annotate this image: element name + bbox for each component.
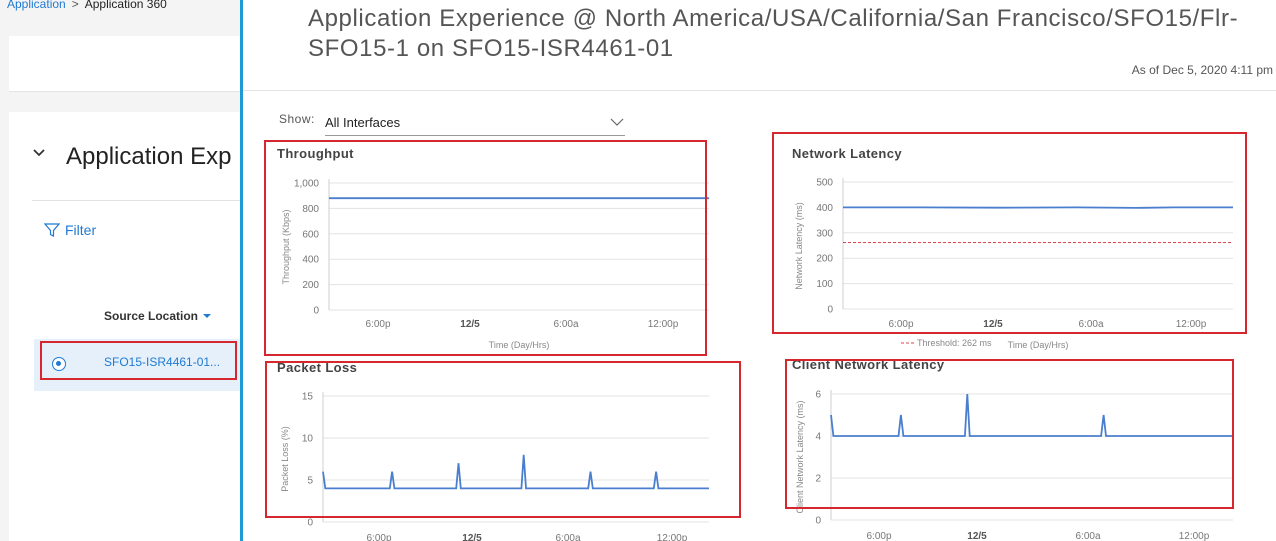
row-radio-button[interactable] [52, 357, 66, 371]
application-experience-panel: Application Experience @ North America/U… [240, 0, 1276, 541]
y-axis-label: Client Network Latency (ms) [795, 400, 805, 513]
source-location-link[interactable]: SFO15-ISR4461-01... [104, 355, 221, 369]
section-title: Application Exp [66, 143, 232, 170]
x-tick-label: 6:00p [888, 319, 913, 330]
client-network-latency-chart-title: Client Network Latency [792, 357, 945, 372]
series-line [843, 206, 1233, 209]
series-line [322, 454, 709, 490]
filter-button[interactable]: Filter [44, 222, 96, 238]
x-tick-label: 12:00p [1176, 319, 1207, 330]
panel-title-line-2: SFO15-1 on SFO15-ISR4461-01 [308, 35, 674, 62]
breadcrumb-current: Application 360 [84, 0, 167, 11]
y-tick-label: 400 [302, 255, 319, 266]
application-experience-card [9, 112, 249, 541]
summary-card [9, 36, 249, 92]
source-location-column-header[interactable]: Source Location [104, 309, 212, 323]
x-tick-label: 6:00p [866, 531, 891, 541]
y-tick-label: 200 [302, 280, 319, 291]
y-tick-label: 400 [816, 203, 833, 214]
y-tick-label: 200 [816, 254, 833, 265]
throughput-chart: 0 200 400 600 800 1,000 Throughput (Kbps) 6:00p… [281, 179, 709, 350]
y-tick-label: 0 [313, 306, 319, 317]
client-network-latency-chart: 0 2 4 6 Client Network Latency (ms) 6:00p 12/5… [795, 390, 1233, 541]
y-tick-label: 100 [816, 279, 833, 290]
throughput-chart-title: Throughput [277, 146, 354, 161]
x-axis-label: Time (Day/Hrs) [1008, 340, 1069, 350]
panel-title: Application Experience @ North America/U… [308, 4, 1276, 64]
chevron-down-icon [610, 118, 624, 126]
as-of-timestamp: As of Dec 5, 2020 4:11 pm [1131, 63, 1273, 77]
y-tick-label: 1,000 [294, 179, 319, 190]
x-tick-label: 6:00p [366, 533, 391, 541]
x-tick-label: 6:00a [553, 319, 578, 330]
filter-icon [44, 223, 60, 237]
x-tick-label: 6:00a [555, 533, 580, 541]
y-tick-label: 800 [302, 204, 319, 215]
y-tick-label: 2 [815, 474, 821, 485]
interface-select-value: All Interfaces [325, 115, 401, 130]
x-tick-label: 12:00p [1179, 531, 1210, 541]
divider [243, 90, 1276, 91]
y-tick-label: 600 [302, 229, 319, 240]
network-latency-chart: 0 100 200 300 400 500 Network Latency (ms) 6:00… [794, 178, 1233, 350]
network-latency-chart-title: Network Latency [792, 146, 903, 161]
x-tick-label: 6:00a [1075, 531, 1100, 541]
y-axis-label: Packet Loss (%) [280, 426, 290, 492]
packet-loss-chart: 0 5 10 15 Packet Loss (%) 6:00p 12/5 6:00a 12:00… [280, 392, 709, 541]
packet-loss-chart-title: Packet Loss [277, 360, 358, 375]
x-tick-label: 12/5 [462, 533, 482, 541]
breadcrumb: Application > Application 360 [7, 0, 167, 11]
x-tick-label: 12/5 [983, 319, 1003, 330]
divider [32, 200, 242, 201]
x-tick-label: 12:00p [648, 319, 679, 330]
y-tick-label: 5 [307, 476, 313, 487]
y-tick-label: 0 [815, 516, 821, 527]
y-axis-label: Network Latency (ms) [794, 202, 804, 290]
chevron-right-icon: > [71, 0, 79, 11]
table-row[interactable] [34, 339, 244, 391]
interface-select[interactable]: All Interfaces [325, 108, 625, 136]
sort-down-icon [203, 314, 212, 318]
x-tick-label: 12:00p [657, 533, 688, 541]
x-axis-label: Time (Day/Hrs) [489, 340, 550, 350]
x-tick-label: 6:00a [1078, 319, 1103, 330]
panel-title-line-1: Application Experience @ North America/U… [308, 5, 1239, 32]
y-tick-label: 15 [302, 392, 314, 403]
chevron-down-icon[interactable] [32, 146, 46, 160]
x-tick-label: 6:00p [365, 319, 390, 330]
y-axis-label: Throughput (Kbps) [281, 209, 291, 284]
y-tick-label: 6 [815, 390, 821, 401]
show-label: Show: [279, 112, 315, 126]
y-tick-label: 10 [302, 434, 314, 445]
breadcrumb-application-link[interactable]: Application [7, 0, 66, 11]
series-line [830, 393, 1233, 437]
filter-label: Filter [65, 222, 97, 238]
y-tick-label: 0 [307, 518, 313, 529]
y-tick-label: 300 [816, 228, 833, 239]
y-tick-label: 500 [816, 178, 833, 189]
threshold-legend-label: Threshold: 262 ms [917, 338, 992, 348]
y-tick-label: 0 [827, 305, 833, 316]
x-tick-label: 12/5 [460, 319, 480, 330]
y-tick-label: 4 [815, 432, 821, 443]
x-tick-label: 12/5 [967, 531, 987, 541]
column-header-label: Source Location [104, 309, 199, 323]
